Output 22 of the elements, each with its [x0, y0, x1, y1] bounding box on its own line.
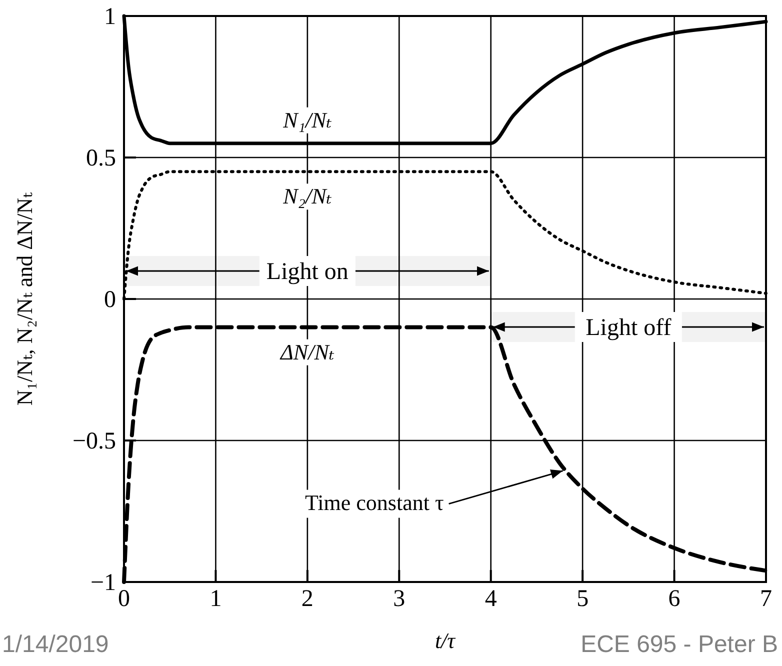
y-tick-label: 0: [104, 287, 116, 313]
y-tick-label: −0.5: [72, 428, 116, 454]
x-axis-title: t/τ: [434, 628, 456, 653]
text: 1/14/2019: [2, 631, 109, 658]
x-tick-label: 3: [393, 586, 406, 612]
series-label: N₁/Nₜ: [282, 107, 332, 132]
x-tick-label: 1: [210, 586, 222, 612]
text: ECE 695 - Peter B: [580, 631, 778, 658]
annotation: Time constant τ: [305, 490, 444, 515]
series-label: ΔN/Nₜ: [280, 339, 335, 364]
band-label: Light off: [586, 315, 672, 341]
x-tick-label: 4: [484, 586, 497, 612]
x-tick-label: 6: [668, 586, 680, 612]
y-tick-label: 0.5: [86, 146, 116, 172]
x-tick-label: 5: [576, 586, 589, 612]
y-axis-title: N₁/Nₜ, N₂/Nₜ and ΔN/Nₜ: [12, 192, 37, 406]
series-label: N₂/Nₜ: [282, 184, 332, 209]
x-tick-label: 7: [760, 586, 772, 612]
band-label: Light on: [266, 259, 348, 285]
x-tick-label: 2: [301, 586, 314, 612]
y-tick-label: −1: [90, 570, 116, 596]
y-tick-label: 1: [104, 4, 116, 30]
